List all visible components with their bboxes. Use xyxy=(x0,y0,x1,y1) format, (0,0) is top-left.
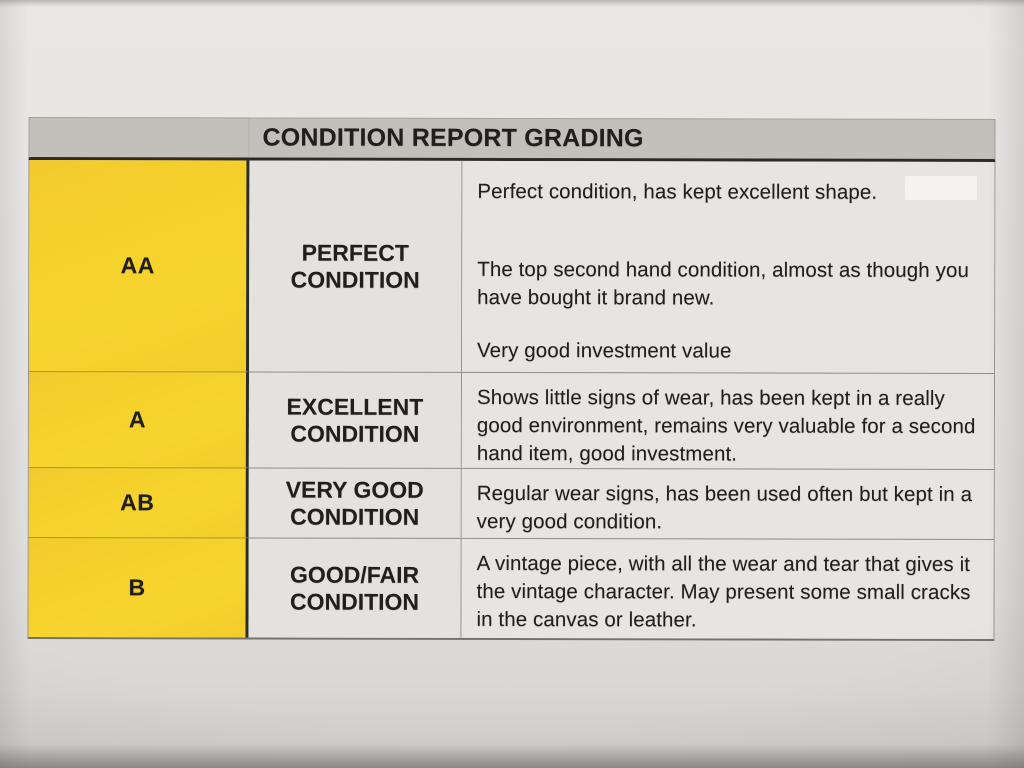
description-cell: A vintage piece, with all the wear and t… xyxy=(461,537,994,640)
description-paragraph: The top second hand condition, almost as… xyxy=(477,257,969,310)
description-paragraph: Shows little signs of wear, has been kep… xyxy=(476,385,976,466)
table-title: CONDITION REPORT GRADING xyxy=(262,123,644,153)
table-row: B GOOD/FAIR CONDITION A vintage piece, w… xyxy=(28,536,994,640)
table-row: AA PERFECT CONDITION Perfect condition, … xyxy=(29,159,995,374)
description-paragraph: Very good investment value xyxy=(477,338,732,363)
description-cell: Shows little signs of wear, has been kep… xyxy=(461,371,995,470)
description-cell: Regular wear signs, has been used often … xyxy=(461,467,994,540)
grade-label: A xyxy=(128,406,147,433)
table-header-row: CONDITION REPORT GRADING xyxy=(28,116,996,163)
condition-line-2: CONDITION xyxy=(290,266,420,293)
condition-cell: EXCELLENT CONDITION xyxy=(248,371,463,468)
condition-line-1: VERY GOOD xyxy=(285,476,424,503)
table-body: AA PERFECT CONDITION Perfect condition, … xyxy=(27,159,996,642)
table-row: A EXCELLENT CONDITION Shows little signs… xyxy=(28,370,995,470)
grade-cell: AB xyxy=(28,466,249,538)
table-row: AB VERY GOOD CONDITION Regular wear sign… xyxy=(28,466,994,540)
condition-line-1: PERFECT xyxy=(301,239,409,266)
condition-line-1: GOOD/FAIR xyxy=(290,561,420,588)
description-paragraph: A vintage piece, with all the wear and t… xyxy=(476,551,971,632)
grade-cell: A xyxy=(28,370,250,468)
condition-cell: PERFECT CONDITION xyxy=(249,160,463,372)
header-spacer-cell xyxy=(29,117,250,158)
grade-cell: B xyxy=(28,536,249,638)
condition-cell: VERY GOOD CONDITION xyxy=(248,467,462,538)
condition-line-1: EXCELLENT xyxy=(286,393,424,420)
grade-label: AA xyxy=(120,252,155,279)
description-paragraph: Regular wear signs, has been used often … xyxy=(476,481,973,534)
photo-artifact xyxy=(905,176,977,200)
grade-cell: AA xyxy=(29,159,250,372)
grade-label: B xyxy=(128,574,146,601)
condition-line-2: CONDITION xyxy=(290,503,420,530)
condition-table: CONDITION REPORT GRADING AA PERFECT COND… xyxy=(27,116,996,642)
grade-label: AB xyxy=(120,489,155,516)
condition-line-2: CONDITION xyxy=(289,588,420,615)
condition-cell: GOOD/FAIR CONDITION xyxy=(248,537,462,638)
condition-line-2: CONDITION xyxy=(290,420,420,447)
